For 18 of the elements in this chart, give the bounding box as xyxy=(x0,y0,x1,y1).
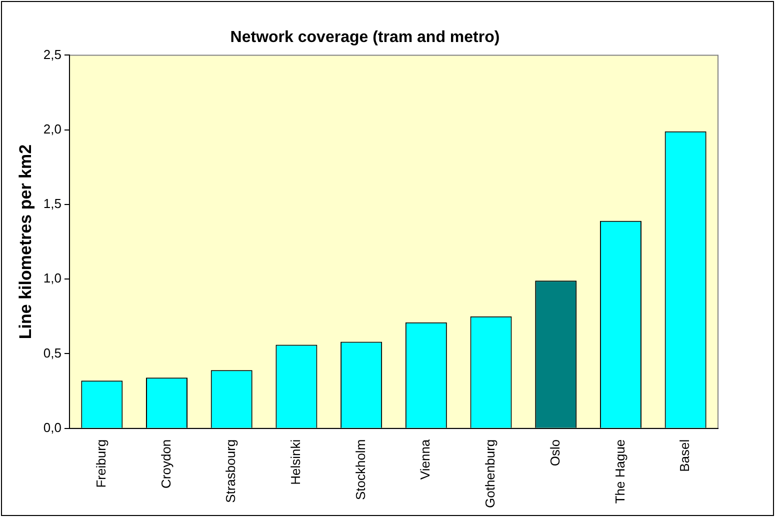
y-tick-label: 2,5 xyxy=(43,46,62,62)
x-tick-label: Basel xyxy=(677,439,692,472)
x-tick-label: Freiburg xyxy=(93,439,108,488)
y-axis-title: Line kilometres per km2 xyxy=(16,144,35,340)
y-tick-label: 2,0 xyxy=(43,121,62,136)
y-tick-label: 1,5 xyxy=(43,196,62,212)
x-tick-label: Gothenburg xyxy=(482,439,498,508)
chart-title: Network coverage (tram and metro) xyxy=(230,29,500,46)
y-tick-label: 1,0 xyxy=(43,270,62,286)
x-tick-label: Vienna xyxy=(418,438,433,480)
y-tick-label: 0,5 xyxy=(43,345,62,360)
x-tick-label: Strasbourg xyxy=(223,439,238,503)
x-tick-label: Oslo xyxy=(547,439,562,466)
x-tick-label: Croydon xyxy=(158,439,174,488)
x-tick-label: Stockholm xyxy=(352,439,368,500)
x-tick-label: The Hague xyxy=(612,439,628,504)
x-tick-label: Helsinki xyxy=(288,439,304,485)
y-tick-label: 0,0 xyxy=(43,420,62,435)
